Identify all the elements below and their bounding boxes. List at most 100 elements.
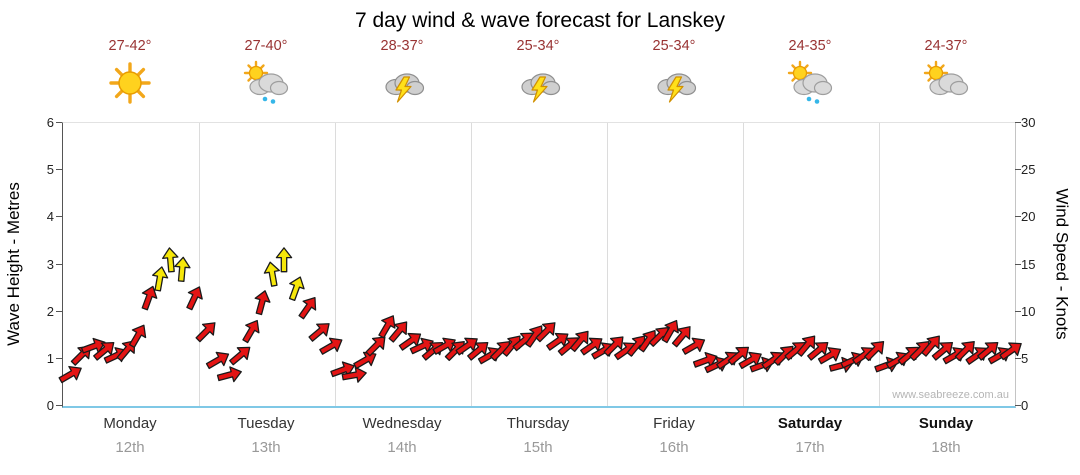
day-label: Thursday	[506, 415, 570, 432]
temp-range: 28-37°	[380, 38, 424, 54]
day-label: Monday	[103, 415, 157, 432]
wind-arrow	[168, 255, 197, 288]
wind-arrow	[287, 289, 326, 329]
wind-arrow	[130, 281, 165, 319]
day-grid-line	[335, 123, 336, 406]
wind-arrow	[82, 332, 122, 372]
y-tick-label-right: 5	[1021, 350, 1029, 366]
weather-icon-storm	[512, 60, 564, 111]
wind-arrow	[717, 337, 757, 377]
left-axis-label-container: Wave Height - Metres	[0, 122, 32, 405]
wind-arrow	[921, 332, 961, 372]
wind-arrow	[49, 356, 89, 394]
wind-arrow	[343, 342, 383, 380]
date-label: 13th	[251, 439, 281, 456]
day-grid-line	[607, 123, 608, 406]
temp-range: 25-34°	[652, 38, 696, 54]
day-grid-line	[879, 123, 880, 406]
temp-range: 24-37°	[924, 38, 968, 54]
y-tick-mark-left	[56, 357, 62, 359]
wind-arrow	[989, 332, 1029, 371]
wind-arrow	[966, 332, 1006, 372]
wind-arrow	[944, 332, 984, 372]
wind-arrow	[650, 313, 688, 353]
temp-range: 25-34°	[516, 38, 560, 54]
day-label: Friday	[653, 415, 695, 432]
weather-icon-sunny	[104, 60, 156, 111]
y-tick-mark-right	[1015, 310, 1021, 312]
wind-arrow	[445, 328, 485, 367]
date-label: 18th	[931, 439, 961, 456]
wind-arrow	[593, 327, 633, 367]
y-tick-mark-left	[56, 405, 62, 406]
day-grid-line	[471, 123, 472, 406]
wind-arrow	[853, 332, 893, 372]
wind-arrow	[456, 332, 496, 372]
wind-arrow	[218, 337, 258, 377]
y-tick-label-left: 1	[46, 350, 54, 366]
wind-arrow	[672, 328, 712, 366]
y-tick-label-left: 3	[46, 256, 54, 272]
wind-arrow	[257, 259, 288, 294]
right-axis-label-container: Wind Speed - Knots	[1044, 122, 1080, 405]
y-tick-mark-left	[56, 263, 62, 265]
day-label: Wednesday	[362, 415, 442, 432]
wind-arrow	[105, 332, 145, 372]
wind-arrow	[209, 359, 246, 392]
y-tick-label-right: 0	[1021, 398, 1029, 413]
wind-arrow	[525, 313, 565, 353]
day-grid-line	[743, 123, 744, 406]
wind-arrow	[355, 327, 395, 367]
wind-arrow	[245, 286, 278, 323]
wind-arrow	[156, 246, 185, 279]
day-grid-line	[199, 123, 200, 406]
y-tick-label-right: 15	[1021, 256, 1036, 272]
wind-arrow	[367, 308, 405, 348]
y-tick-label-right: 30	[1021, 115, 1036, 130]
wind-arrow	[144, 264, 175, 299]
y-tick-mark-right	[1015, 122, 1021, 123]
y-tick-mark-right	[1015, 263, 1021, 265]
y-tick-mark-left	[56, 169, 62, 171]
wind-arrow	[175, 280, 212, 319]
wind-arrow	[910, 327, 950, 367]
chart-title: 7 day wind & wave forecast for Lanskey	[354, 9, 726, 32]
wind-arrow	[309, 328, 349, 366]
y-tick-mark-right	[1015, 216, 1021, 218]
y-tick-mark-left	[56, 216, 62, 218]
y-tick-label-right: 10	[1021, 303, 1036, 319]
y-tick-label-left: 6	[46, 115, 54, 130]
date-label: 14th	[387, 439, 417, 456]
wind-arrow	[334, 360, 369, 391]
wind-arrow	[785, 327, 825, 367]
wind-arrow	[298, 313, 338, 353]
wind-arrow	[661, 318, 701, 358]
date-label: 15th	[523, 439, 553, 456]
y-tick-label-right: 20	[1021, 209, 1036, 225]
temp-range: 27-42°	[108, 38, 152, 54]
date-label: 17th	[795, 439, 825, 456]
weather-icon-storm	[648, 60, 700, 111]
y-tick-mark-right	[1015, 357, 1021, 359]
y-tick-label-right: 25	[1021, 162, 1036, 178]
y-tick-label-left: 2	[46, 303, 54, 319]
chart-plot-area: www.seabreeze.com.au	[58, 122, 1022, 408]
y-tick-label-left: 5	[46, 162, 54, 178]
y-tick-mark-left	[56, 122, 62, 123]
y-tick-mark-right	[1015, 405, 1021, 406]
wind-arrow	[185, 313, 225, 353]
weather-icon-storm	[376, 60, 428, 111]
wind-arrow	[808, 338, 848, 376]
weather-icon-sun-cloud-rain	[784, 60, 836, 111]
wind-arrow	[536, 323, 576, 362]
wind-arrow	[423, 328, 463, 366]
wind-arrow	[796, 332, 836, 372]
temp-range: 24-35°	[788, 38, 832, 54]
day-label: Saturday	[777, 415, 843, 432]
y-tick-label-left: 0	[46, 398, 54, 413]
wind-arrow	[118, 318, 156, 358]
wind-arrow	[377, 313, 417, 353]
wind-arrow	[570, 328, 610, 367]
wind-speed-axis-label: Wind Speed - Knots	[1053, 187, 1073, 340]
